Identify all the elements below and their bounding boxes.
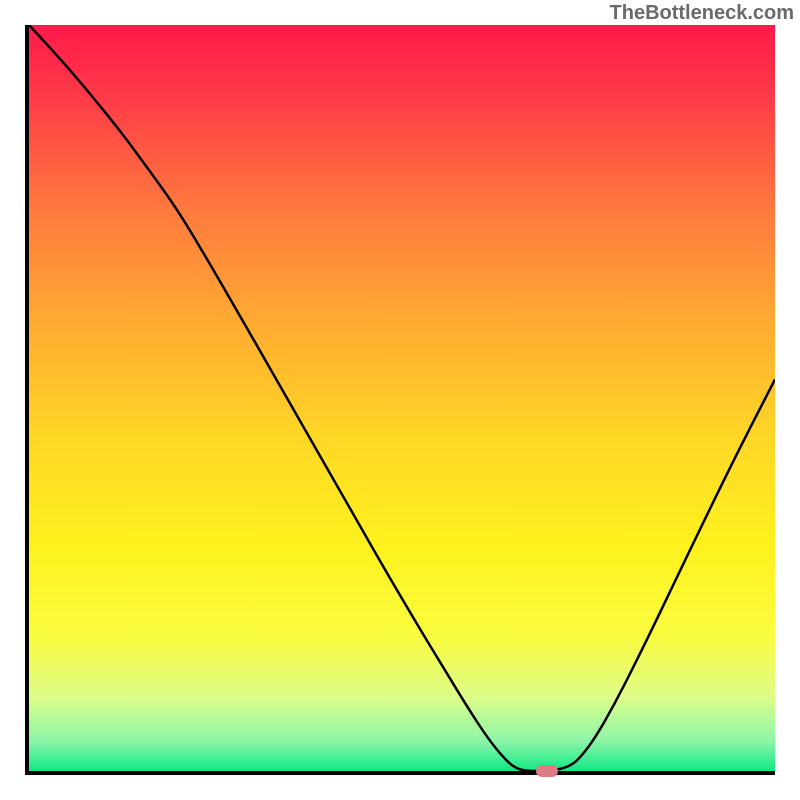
watermark-text: TheBottleneck.com xyxy=(610,2,794,25)
optimal-marker xyxy=(536,765,558,777)
bottleneck-curve xyxy=(29,25,775,771)
bottleneck-chart xyxy=(25,25,775,775)
